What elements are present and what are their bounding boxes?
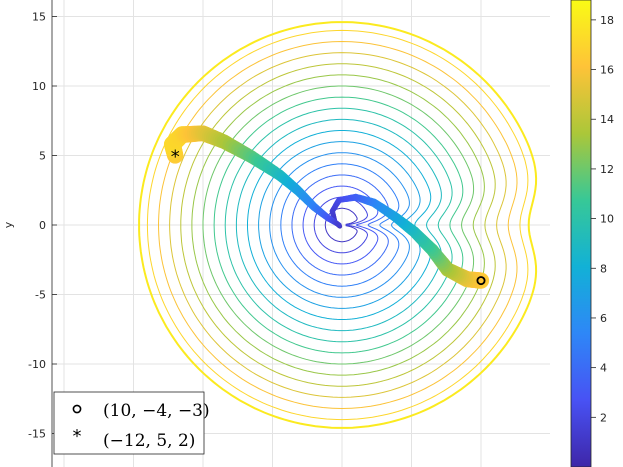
colorbar-tick-label: 12 [600, 163, 614, 176]
contour-level-6 [269, 152, 410, 298]
contour-level-7 [258, 141, 421, 309]
colorbar-tick-label: 14 [600, 113, 614, 126]
y-tick-label: 0 [39, 219, 46, 232]
contour-level-1 [324, 207, 358, 243]
contour-level-11 [213, 96, 464, 354]
colorbar-tick-label: 8 [600, 262, 607, 275]
start-markers: * [171, 147, 486, 286]
colorbar-tick-label: 16 [600, 64, 614, 77]
trajectory-segment [335, 221, 342, 228]
colorbar-tick-label: 4 [600, 362, 607, 375]
y-tick-label: 5 [39, 150, 46, 163]
y-tick-label: 15 [32, 11, 46, 24]
y-tick-label: -15 [28, 428, 46, 441]
colorbar-gradient [570, 0, 592, 467]
contour-level-18 [138, 21, 538, 429]
contour-lines [138, 21, 538, 429]
y-tick-label: 10 [32, 80, 46, 93]
contour-level-10 [224, 107, 453, 343]
colorbar-tick-label: 6 [600, 312, 607, 325]
y-axis-ticks: 15 10 5 0 -5 -10 -15 [28, 11, 57, 441]
contour-level-8 [247, 130, 432, 320]
contour-level-2 [313, 196, 369, 254]
legend-label-1: (−12, 5, 2) [103, 431, 195, 451]
y-tick-label: -10 [28, 358, 46, 371]
contour-level-9 [235, 118, 442, 332]
contour-level-15 [169, 52, 507, 398]
start-marker-circle [476, 276, 486, 286]
trajectory-2 [163, 125, 342, 228]
legend-label-0: (10, −4, −3) [103, 401, 210, 421]
plot-background [52, 0, 550, 467]
start-marker-asterisk: * [171, 147, 180, 168]
contour-level-16 [157, 40, 518, 410]
y-tick-label: -5 [35, 289, 46, 302]
colorbar: 2 4 6 8 10 12 14 16 18 [570, 0, 614, 467]
plot-area: * 15 10 5 0 -5 -10 -15 y [2, 0, 550, 467]
legend-marker-asterisk: * [73, 426, 82, 447]
legend: * (10, −4, −3) (−12, 5, 2) [53, 391, 210, 455]
contour-level-3 [302, 185, 379, 265]
contour-level-5 [280, 163, 400, 287]
colorbar-ticks: 2 4 6 8 10 12 14 16 18 [591, 14, 614, 424]
colorbar-tick-label: 2 [600, 411, 607, 424]
contour-level-12 [202, 85, 475, 365]
y-axis-label: y [2, 221, 15, 228]
legend-box [53, 391, 205, 455]
contour-level-13 [191, 74, 485, 376]
legend-marker-circle [72, 404, 82, 414]
contour-level-17 [146, 29, 529, 421]
colorbar-tick-label: 18 [600, 14, 614, 27]
contour-level-14 [180, 63, 496, 387]
colorbar-tick-label: 10 [600, 213, 614, 226]
contour-level-4 [291, 174, 389, 276]
